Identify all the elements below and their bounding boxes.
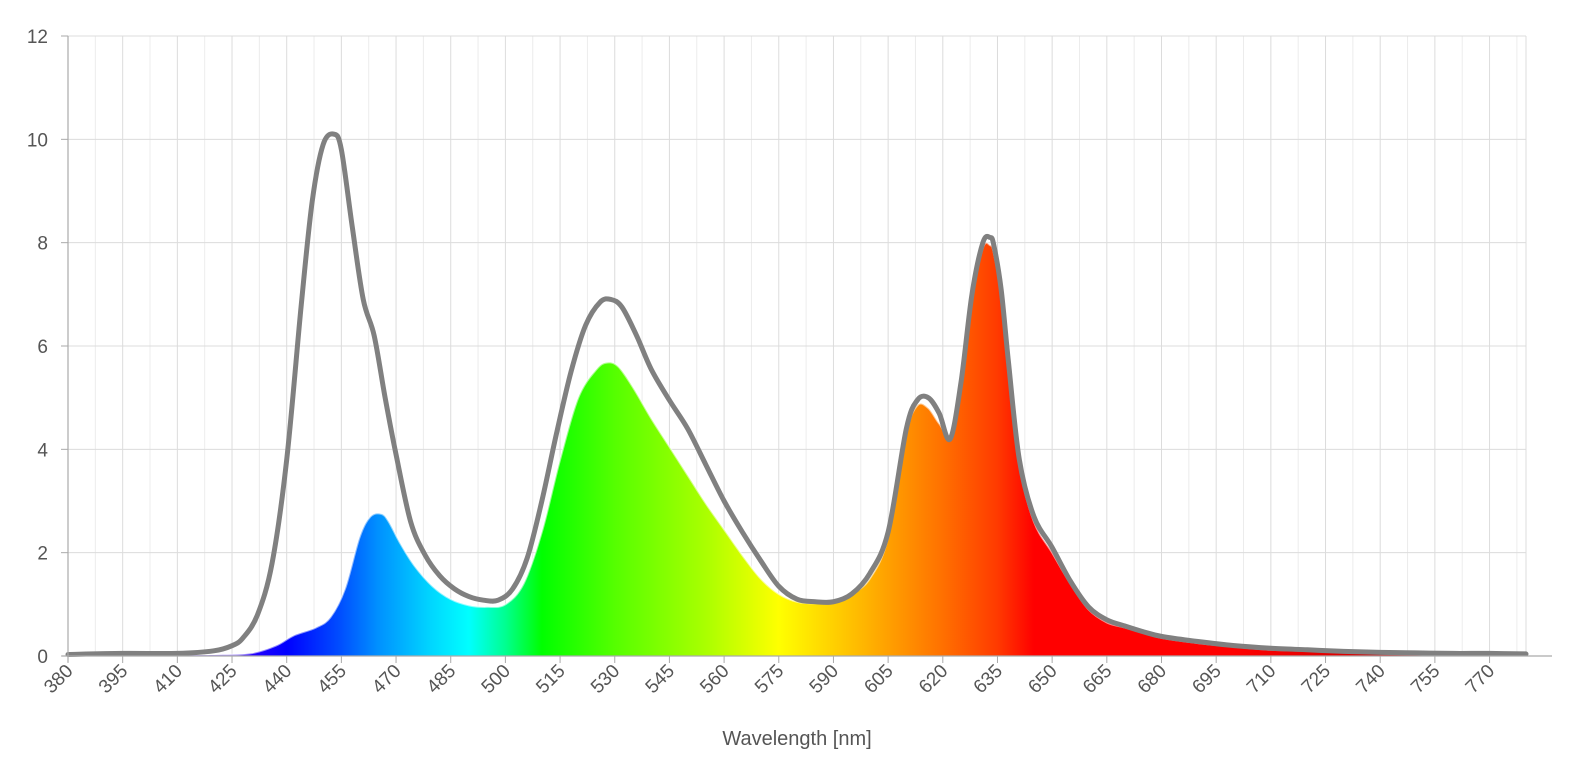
y-tick-labels: 0 2 4 6 8 10 12 (27, 27, 49, 668)
x-tick-label-545: 545 (642, 661, 679, 698)
x-tick-label-440: 440 (259, 661, 296, 698)
x-tick-label-680: 680 (1134, 661, 1171, 698)
x-tick-label-425: 425 (204, 661, 241, 698)
x-tick-label-740: 740 (1352, 661, 1389, 698)
x-tick-label-470: 470 (368, 661, 405, 698)
x-tick-label-590: 590 (806, 661, 843, 698)
x-tick-label-575: 575 (751, 661, 788, 698)
x-axis-title: Wavelength [nm] (722, 728, 871, 750)
reference-line-1 (65, 131, 1529, 657)
x-tick-label-665: 665 (1079, 661, 1116, 698)
x-tick-label-710: 710 (1243, 661, 1280, 698)
x-tick-label-410: 410 (150, 661, 187, 698)
x-tick-label-605: 605 (860, 661, 897, 698)
y-tick-label-8: 8 (37, 234, 48, 255)
x-tick-label-515: 515 (532, 661, 569, 698)
x-tick-label-395: 395 (95, 661, 132, 698)
y-tick-label-12: 12 (27, 27, 48, 48)
y-tick-label-0: 0 (37, 647, 48, 668)
x-tick-label-695: 695 (1188, 661, 1225, 698)
x-tick-label-530: 530 (587, 661, 624, 698)
x-tick-label-455: 455 (314, 661, 351, 698)
x-tick-label-725: 725 (1298, 661, 1335, 698)
y-tick-label-10: 10 (27, 130, 48, 151)
axes (61, 35, 1552, 663)
y-tick-label-4: 4 (37, 440, 48, 461)
x-tick-label-500: 500 (478, 661, 515, 698)
x-tick-label-755: 755 (1407, 661, 1444, 698)
x-tick-label-620: 620 (915, 661, 952, 698)
spectrum-line-layer (65, 131, 1529, 657)
x-tick-labels: 380 395 410 425 440 455 470 485 500 515 530 545 560 5… (40, 661, 1499, 698)
grid-lines (67, 35, 1527, 657)
x-tick-label-485: 485 (423, 661, 460, 698)
x-tick-label-770: 770 (1462, 661, 1499, 698)
y-tick-label-6: 6 (37, 337, 48, 358)
x-tick-label-650: 650 (1024, 661, 1061, 698)
y-tick-label-2: 2 (37, 544, 48, 565)
x-tick-label-560: 560 (696, 661, 733, 698)
x-tick-label-635: 635 (970, 661, 1007, 698)
